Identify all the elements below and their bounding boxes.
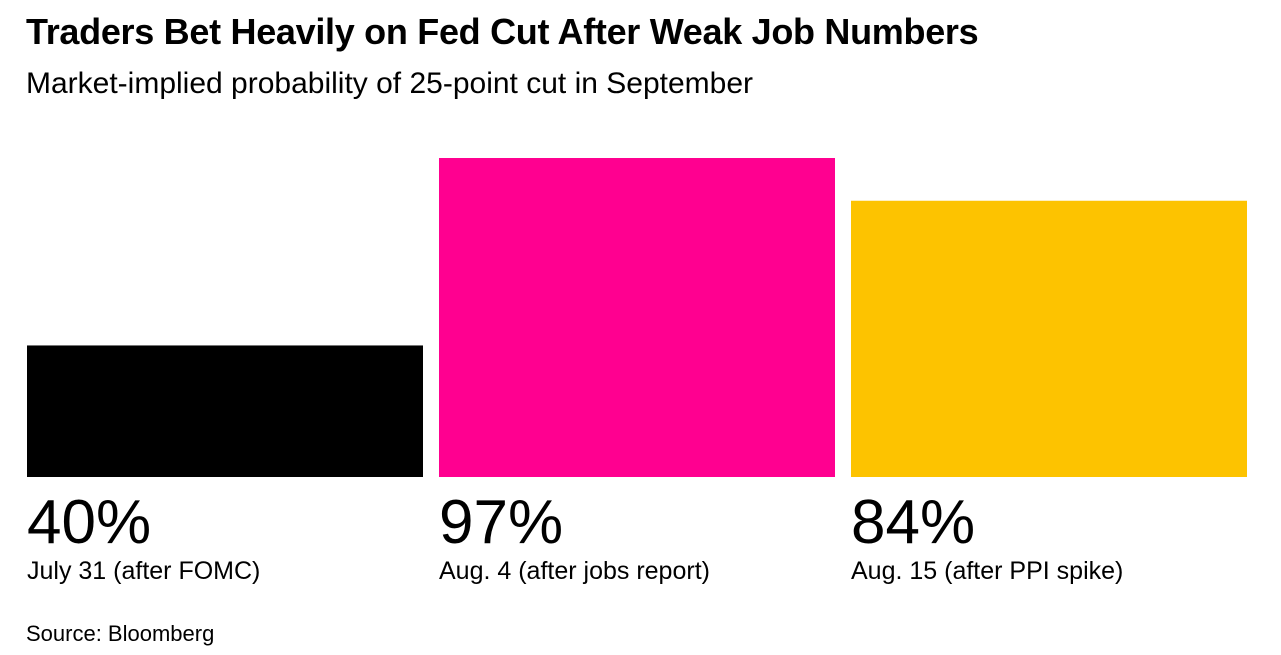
bar-1 <box>27 345 423 477</box>
bar-category-label-2: Aug. 4 (after jobs report) <box>439 557 710 585</box>
bar-value-label-1: 40% <box>27 488 151 557</box>
bar-2 <box>439 158 835 477</box>
bar-value-label-2: 97% <box>439 488 563 557</box>
bar-value-label-3: 84% <box>851 488 975 557</box>
chart-title: Traders Bet Heavily on Fed Cut After Wea… <box>26 11 979 52</box>
source-note: Source: Bloomberg <box>26 621 215 646</box>
bar-category-label-3: Aug. 15 (after PPI spike) <box>851 557 1123 585</box>
chart-subtitle: Market-implied probability of 25-point c… <box>26 67 754 100</box>
bar-3 <box>851 200 1247 478</box>
labels-layer: 40%July 31 (after FOMC) 97%Aug. 4 (after … <box>27 488 1123 585</box>
bars-layer <box>27 158 1247 478</box>
bar-category-label-1: July 31 (after FOMC) <box>27 557 260 585</box>
